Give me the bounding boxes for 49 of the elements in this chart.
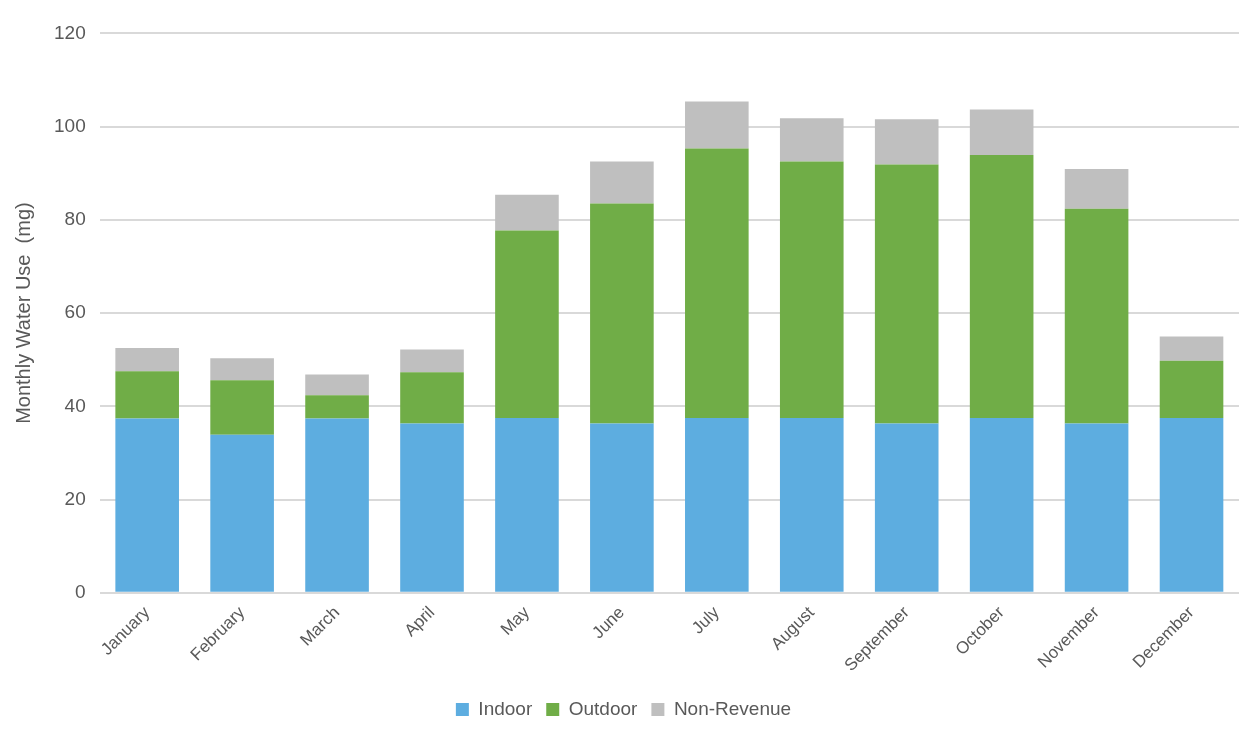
bar [115,418,179,592]
y-tick-label: 60 [64,301,86,323]
bar [685,148,749,418]
bar [210,380,274,435]
y-tick-label: 40 [64,394,86,416]
y-axis-title: Monthly Water Use (mg) [11,202,34,424]
bar [969,109,1034,156]
legend-label: Outdoor [568,697,639,719]
bar [115,348,179,372]
bar [779,118,844,162]
bar [590,161,654,204]
bar [969,417,1034,592]
bar [1159,336,1224,361]
bar [874,119,939,165]
bar [779,161,844,418]
bar [685,417,749,592]
bar [305,418,369,592]
bar [590,203,654,424]
bar [495,230,559,418]
bar [305,395,369,419]
bar [495,194,559,231]
legend-label: Non-Revenue [673,697,792,719]
bar [874,423,939,592]
bar [1064,423,1129,592]
bar [305,374,369,396]
bar [210,434,274,592]
y-tick-label: 120 [54,21,86,43]
y-tick-label: 20 [64,487,86,509]
bar [1159,417,1224,592]
y-tick-label: 80 [64,208,86,230]
bar [779,417,844,592]
bar [1064,169,1129,209]
bar [210,358,274,381]
bar [874,164,939,424]
bar [969,155,1034,418]
bar [1159,360,1224,418]
bar [400,349,464,373]
y-tick-label: 100 [54,114,86,136]
x-tick-label: July [688,602,724,638]
bar [685,101,749,149]
bar [1064,208,1129,424]
bar [590,423,654,592]
x-tick-label: May [496,602,534,639]
legend-label: Indoor [478,697,533,719]
bar [495,417,559,592]
bar [400,372,464,424]
bar [115,371,179,419]
y-tick-label: 0 [75,581,86,603]
bar [400,423,464,592]
